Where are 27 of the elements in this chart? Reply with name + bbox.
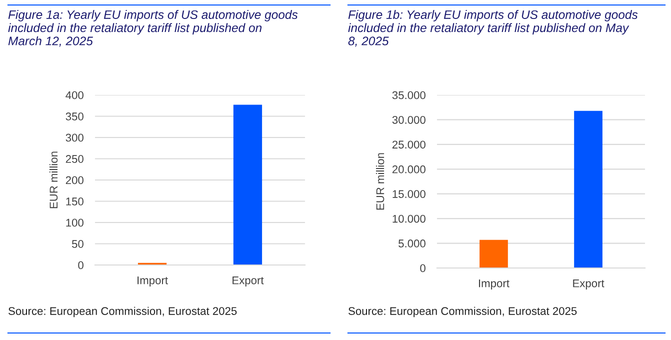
- x-tick-label: Import: [479, 280, 510, 290]
- x-tick-label: Export: [232, 276, 264, 286]
- y-tick-label: 400: [66, 91, 84, 100]
- y-tick-label: 5.000: [398, 240, 426, 248]
- chart-title: Figure 1a: Yearly EU imports of US automotive goods included in the retaliatory tariff list published on March 12, 2025: [8, 10, 298, 47]
- source-note: Source: European Commission, Eurostat 2025: [8, 306, 237, 318]
- y-axis-title: EUR million: [376, 153, 384, 210]
- y-tick-label: 10.000: [392, 214, 426, 223]
- chart-title: Figure 1b: Yearly EU imports of US automotive goods included in the retaliatory tariff list published on May 8, 2025: [348, 10, 638, 47]
- y-tick-label: 50: [72, 240, 84, 248]
- y-tick-label: 15.000: [392, 190, 426, 198]
- x-tick-label: Import: [138, 276, 168, 286]
- y-tick-label: 200: [66, 176, 84, 184]
- y-tick-label: 250: [66, 155, 84, 163]
- source-note: Source: European Commission, Eurostat 2025: [348, 306, 577, 318]
- y-tick-label: 0: [78, 261, 84, 270]
- y-tick-label: 30.000: [392, 116, 426, 124]
- y-tick-label: 350: [66, 112, 84, 120]
- y-tick-label: 100: [66, 218, 84, 227]
- y-tick-label: 300: [66, 134, 84, 142]
- x-tick-label: Export: [573, 280, 604, 290]
- y-tick-label: 20.000: [392, 165, 426, 174]
- y-tick-label: 150: [66, 198, 84, 206]
- y-axis-title: EUR million: [49, 152, 58, 208]
- y-tick-label: 35.000: [392, 91, 426, 100]
- y-tick-label: 25.000: [392, 140, 426, 149]
- y-tick-label: 0: [420, 264, 426, 272]
